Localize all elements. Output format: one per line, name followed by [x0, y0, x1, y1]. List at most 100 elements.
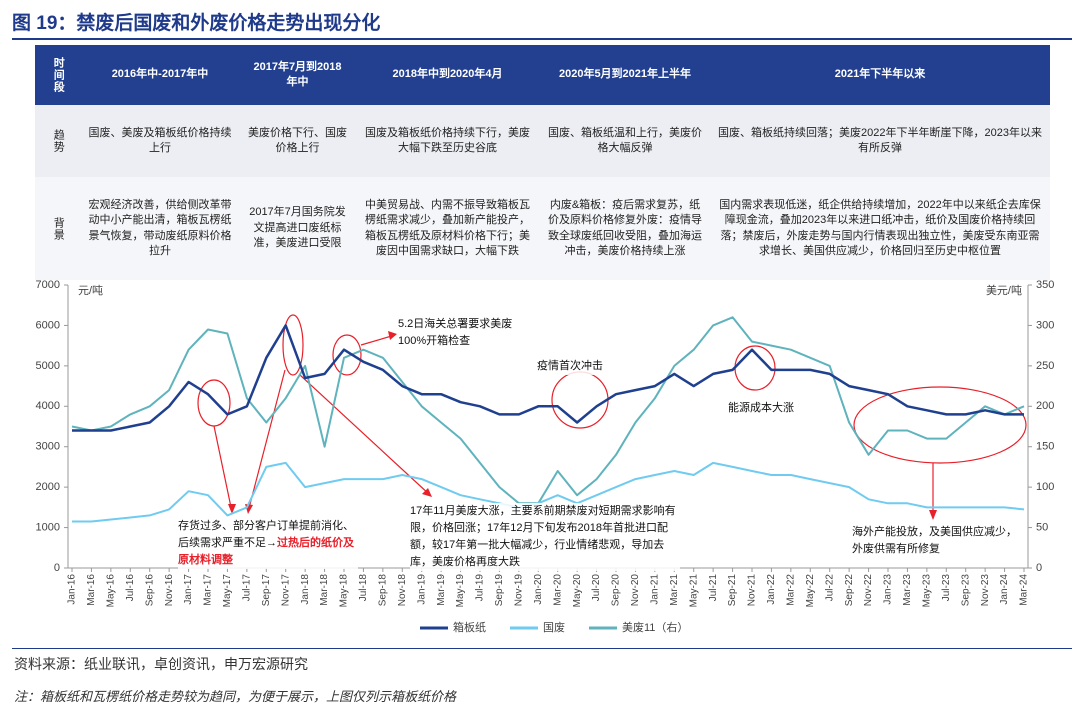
x-tick-label: Mar-22 [785, 574, 796, 606]
x-tick-label: Sep-17 [261, 574, 272, 607]
legend-label: 美废11（右） [622, 620, 688, 634]
table-cell: 国内需求表现低迷，纸企供给持续增加，2022年中以来纸企去库保障现金流，叠加20… [710, 177, 1050, 280]
y-tick-label: 2000 [36, 481, 60, 493]
x-tick-label: Jan-17 [183, 574, 194, 605]
arrow-heads [228, 331, 937, 520]
highlight-ellipse [332, 334, 362, 376]
highlight-ellipse [853, 386, 1027, 464]
x-tick-label: Sep-19 [494, 574, 505, 607]
y2-tick-label: 350 [1036, 279, 1054, 291]
x-tick-label: May-23 [921, 574, 932, 608]
x-tick-label: Nov-19 [513, 574, 524, 607]
y2-tick-label: 100 [1036, 481, 1054, 493]
y2-tick-label: 0 [1036, 562, 1042, 574]
x-tick-label: Mar-23 [902, 574, 913, 606]
arrow-head [228, 504, 236, 514]
x-tick-label: Jan-18 [300, 574, 311, 605]
x-tick-label: Jul-19 [475, 574, 486, 602]
y-tick-label: 0 [54, 562, 60, 574]
x-tick-label: Jan-19 [416, 574, 427, 605]
arrow [299, 374, 431, 496]
x-tick-label: May-16 [105, 574, 116, 608]
x-tick-label: Jul-23 [941, 574, 952, 602]
x-tick-label: Sep-18 [377, 574, 388, 607]
x-tick-label: Jan-24 [999, 574, 1010, 605]
y-tick-label: 4000 [36, 400, 60, 412]
annotation: 疫情首次冲击 [537, 358, 627, 376]
table-header-cell: 2016年中-2017年中 [80, 45, 240, 105]
annotation: 海外产能投放，及美国供应减少，外废供需有所修复 [852, 524, 1020, 559]
x-tick-label: Nov-18 [397, 574, 408, 607]
x-tick-label: Nov-23 [980, 574, 991, 607]
x-tick-label: Mar-17 [203, 574, 214, 606]
x-tick-label: Mar-16 [86, 574, 97, 606]
x-tick-label: May-22 [805, 574, 816, 608]
x-tick-label: Mar-24 [1019, 574, 1030, 606]
x-tick-label: Jan-22 [766, 574, 777, 605]
annotation: 存货过多、部分客户订单提前消化、后续需求严重不足→过热后的纸价及原材料调整 [178, 518, 358, 570]
highlight-ellipse [197, 379, 231, 427]
x-tick-label: Jul-18 [358, 574, 369, 602]
x-tick-label: Mar-19 [436, 574, 447, 606]
x-tick-label: Jul-21 [708, 574, 719, 602]
table-header-cell: 2021年下半年以来 [710, 45, 1050, 105]
highlight-ellipse [282, 314, 304, 376]
y2-tick-label: 50 [1036, 521, 1048, 533]
table-cell: 中美贸易战、内需不振导致箱板瓦楞纸需求减少，叠加新产能投产，箱板瓦楞纸及原材料价… [355, 177, 540, 280]
legend-label: 箱板纸 [453, 620, 486, 634]
annotation-text: 17年11月美废大涨，主要系前期禁废对短期需求影响有限，价格回涨；17年12月下… [410, 505, 676, 569]
x-tick-label: Sep-16 [144, 574, 155, 607]
annotation-text: 疫情首次冲击 [537, 360, 603, 372]
x-tick-label: Jan-23 [883, 574, 894, 605]
annotation-text: 5.2日海关总署要求美废100%开箱检查 [398, 318, 513, 348]
x-tick-label: Nov-21 [747, 574, 758, 607]
x-tick-label: May-21 [688, 574, 699, 608]
annotation-highlight: 过热后的纸价及原材料调整 [178, 537, 354, 567]
title-rule [12, 38, 1072, 40]
x-tick-label: Jan-20 [533, 574, 544, 605]
y2-tick-label: 150 [1036, 441, 1054, 453]
table-cell: 宏观经济改善，供给侧改革带动中小产能出清，箱板瓦楞纸景气恢复，带动废纸原料价格拉… [80, 177, 240, 280]
annotation-text: 海外产能投放，及美国供应减少，外废供需有所修复 [852, 526, 1017, 556]
x-tick-label: Jul-16 [125, 574, 136, 602]
x-tick-label: Mar-21 [669, 574, 680, 606]
note: 注：箱板纸和瓦楞纸价格走势较为趋同，为便于展示，上图仅列示箱板纸价格 [14, 689, 457, 704]
y2-axis-unit: 美元/吨 [986, 284, 1022, 297]
x-tick-label: Mar-18 [319, 574, 330, 606]
series-line [72, 324, 1024, 432]
y2-tick-label: 250 [1036, 360, 1054, 372]
x-tick-label: Sep-21 [727, 574, 738, 607]
x-tick-label: May-17 [222, 574, 233, 608]
annotation: 5.2日海关总署要求美废100%开箱检查 [398, 316, 516, 351]
page-title: 图 19：禁废后国废和外废价格走势出现分化 [12, 13, 381, 34]
x-tick-label: Sep-23 [960, 574, 971, 607]
x-tick-label: May-20 [572, 574, 583, 608]
x-tick-label: Jul-17 [241, 574, 252, 602]
table-cell: 背景 [35, 177, 80, 280]
x-tick-label: Mar-20 [552, 574, 563, 606]
series-line [71, 316, 1025, 505]
y-tick-label: 6000 [36, 319, 60, 331]
x-tick-label: Nov-22 [863, 574, 874, 607]
table-cell: 国废及箱板纸价格持续下行，美废大幅下跌至历史谷底 [355, 105, 540, 177]
x-tick-label: Jul-22 [824, 574, 835, 602]
legend-label: 国废 [543, 620, 565, 634]
x-tick-label: Jan-16 [67, 574, 78, 605]
y-tick-label: 3000 [36, 441, 60, 453]
table-cell: 2017年7月国务院发文提高进口废纸标准，美废进口受限 [240, 177, 355, 280]
period-table: 时间段 2016年中-2017年中 2017年7月到2018年中 2018年中到… [35, 45, 1050, 280]
table-header-cell: 2020年5月到2021年上半年 [540, 45, 710, 105]
table-row: 趋势 国废、美废及箱板纸价格持续上行 美废价格下行、国废价格上行 国废及箱板纸价… [35, 105, 1050, 177]
table-header-cell: 时间段 [35, 45, 80, 105]
table-header-cell: 2017年7月到2018年中 [240, 45, 355, 105]
arrow-head [388, 331, 397, 340]
table-cell: 内废&箱板：疫后需求复苏，纸价及原料价格修复外废：疫情导致全球废纸回收受阻，叠加… [540, 177, 710, 280]
x-tick-label: Nov-20 [630, 574, 641, 607]
table-header-cell: 2018年中到2020年4月 [355, 45, 540, 105]
table-cell: 趋势 [35, 105, 80, 177]
y-tick-label: 7000 [36, 279, 60, 291]
source: 资料来源：纸业联讯，卓创资讯，申万宏源研究 [14, 656, 308, 672]
annotation: 能源成本大涨 [728, 400, 818, 418]
